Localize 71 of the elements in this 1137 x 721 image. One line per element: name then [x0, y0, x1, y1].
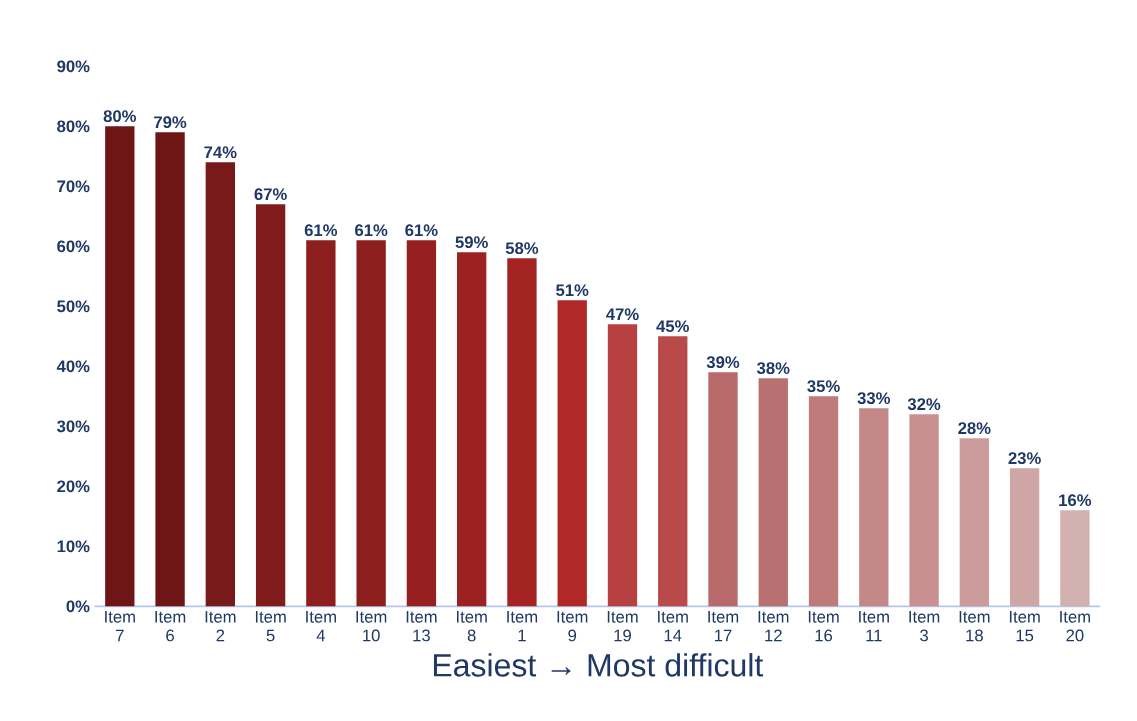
- x-axis-title: Easiest → Most difficult: [433, 653, 764, 677]
- x-tick-label: Item 7: [105, 611, 135, 642]
- bar: [557, 300, 587, 607]
- bar: [507, 258, 537, 607]
- bar: [205, 162, 236, 607]
- data-label: 32%: [907, 398, 941, 411]
- x-tick-label: Item 14: [658, 611, 688, 642]
- bar: [1009, 468, 1040, 607]
- bar: [306, 240, 336, 607]
- y-tick-label: 40%: [56, 360, 90, 373]
- y-tick-label: 0%: [66, 600, 90, 613]
- data-label: 61%: [355, 224, 388, 237]
- data-label: 23%: [1008, 452, 1041, 465]
- data-label: 16%: [1059, 494, 1092, 507]
- data-label: 74%: [204, 146, 237, 159]
- bar: [1060, 510, 1090, 607]
- data-label: 61%: [405, 224, 438, 237]
- bar: [406, 240, 437, 607]
- y-tick-label: 30%: [56, 420, 90, 433]
- y-tick-label: 20%: [57, 480, 90, 493]
- data-label: 47%: [606, 308, 639, 321]
- x-tick-label: Item 6: [155, 611, 186, 642]
- x-tick-label: Item 10: [356, 611, 387, 642]
- data-label: 61%: [304, 224, 338, 237]
- x-tick-label: Item 11: [859, 611, 889, 642]
- data-label: 67%: [254, 188, 287, 201]
- y-tick-label: 70%: [57, 180, 90, 193]
- x-tick-label: Item 3: [909, 611, 940, 642]
- data-label: 51%: [556, 284, 589, 297]
- data-label: 33%: [857, 392, 891, 405]
- bar: [708, 372, 738, 607]
- data-label: 80%: [103, 110, 137, 123]
- x-tick-label: Item 16: [808, 611, 839, 642]
- x-tick-label: Item 12: [758, 611, 789, 642]
- data-label: 45%: [656, 320, 689, 333]
- x-tick-label: Item 17: [708, 611, 739, 642]
- bar: [658, 336, 688, 607]
- x-tick-label: Item 19: [607, 611, 638, 642]
- bar: [758, 378, 788, 607]
- y-tick-label: 80%: [57, 120, 90, 133]
- data-label: 58%: [505, 242, 539, 255]
- bar: [808, 396, 839, 607]
- bar: [155, 132, 185, 607]
- bar: [457, 252, 487, 607]
- bar: [959, 438, 990, 607]
- x-tick-label: Item 2: [205, 611, 236, 642]
- x-tick-label: Item 5: [255, 611, 286, 642]
- x-tick-label: Item 18: [959, 611, 990, 642]
- x-tick-label: Item 9: [557, 611, 588, 642]
- data-label: 35%: [807, 380, 840, 393]
- x-tick-label: Item 15: [1009, 611, 1040, 642]
- y-tick-label: 90%: [57, 60, 90, 73]
- data-label: 39%: [706, 356, 740, 369]
- bar: [105, 126, 135, 607]
- data-label: 38%: [756, 362, 790, 375]
- bar: [909, 414, 939, 607]
- x-tick-label: Item 8: [457, 611, 487, 642]
- data-label: 28%: [958, 422, 991, 435]
- bar: [356, 240, 386, 607]
- x-tick-label: Item 1: [507, 611, 538, 642]
- y-tick-label: 10%: [57, 540, 90, 553]
- bar: [607, 324, 638, 607]
- data-label: 59%: [455, 236, 488, 249]
- data-label: 79%: [154, 116, 187, 129]
- x-tick-label: Item 4: [306, 611, 336, 642]
- y-tick-label: 50%: [57, 300, 90, 313]
- x-tick-label: Item 20: [1060, 611, 1090, 642]
- bar: [859, 408, 889, 607]
- x-tick-label: Item 13: [406, 611, 437, 642]
- bar: [255, 204, 286, 607]
- y-tick-label: 60%: [57, 240, 90, 253]
